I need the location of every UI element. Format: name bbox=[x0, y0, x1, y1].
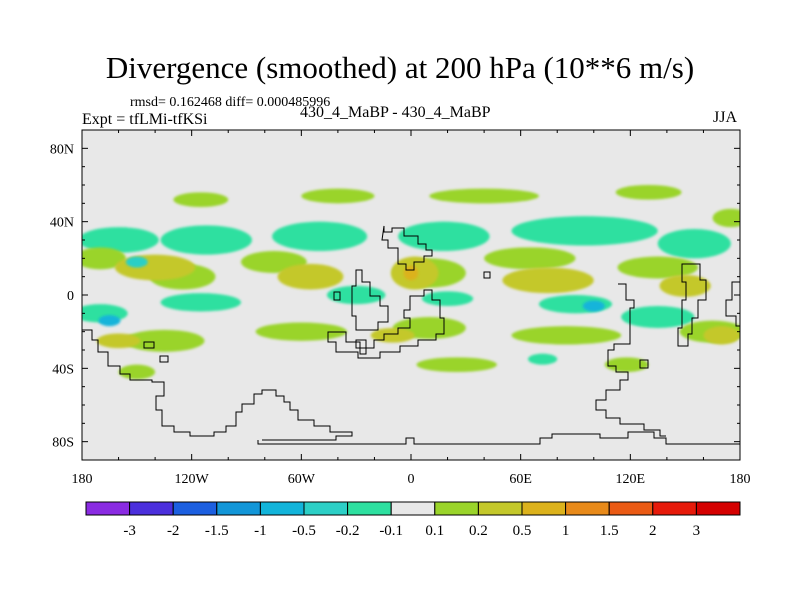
contour-cyan-equatorial-maritime bbox=[621, 306, 695, 328]
stats-line: rmsd= 0.162468 diff= 0.000485996 bbox=[130, 95, 331, 110]
contour-cyan-equatorial-africa bbox=[421, 291, 474, 306]
season-label: JJA bbox=[713, 109, 738, 126]
comparison-label: 430_4_MaBP - 430_4_MaBP bbox=[300, 104, 491, 121]
colorbar-swatch bbox=[129, 501, 174, 516]
colorbar-swatch bbox=[259, 501, 305, 516]
x-axis: 180 120W 60W 0 60E 120E 180 bbox=[72, 130, 751, 487]
contour-cyan-band-north-pacific-west bbox=[82, 227, 159, 253]
colorbar-label: 0.2 bbox=[469, 523, 488, 539]
contour-fields bbox=[82, 185, 740, 380]
colorbar-swatch bbox=[434, 501, 479, 516]
contour-green-far-south-b bbox=[416, 357, 497, 372]
contour-cyan-far-south bbox=[527, 353, 558, 365]
contour-orange-core-africa bbox=[403, 265, 419, 281]
colorbar-label: 3 bbox=[693, 523, 701, 539]
contour-green-band-20n-f bbox=[617, 256, 698, 279]
contour-yellow-olive-west-pacific bbox=[659, 274, 711, 297]
coastline-small-islands-b bbox=[143, 341, 155, 349]
contour-green-southern-d bbox=[511, 326, 622, 345]
coastline-small-islands-e bbox=[639, 359, 649, 369]
contour-green-band-55n-e bbox=[712, 208, 740, 228]
contour-yellow-olive-mid-atlantic bbox=[277, 263, 344, 290]
coastline-east-edge bbox=[725, 281, 740, 327]
contour-blue-core-north-pacific bbox=[125, 256, 148, 268]
contour-green-band-55n-c bbox=[429, 188, 539, 204]
contour-olive-southern-a bbox=[96, 333, 141, 349]
contour-olive-southern-b bbox=[370, 328, 415, 343]
contour-green-far-south-a bbox=[118, 364, 156, 380]
contour-blue-core-west-pacific bbox=[98, 315, 121, 327]
colorbar-swatch bbox=[216, 501, 261, 516]
x-tick-label: 120E bbox=[616, 472, 646, 487]
colorbar-label: 0.1 bbox=[425, 523, 444, 539]
colorbar: -3 -2 -1.5 -1 -0.5 -0.2 -0.1 0.1 0.2 0.5 1 1.5 2 3 bbox=[85, 501, 741, 539]
contour-yellow-olive-pacific-north bbox=[114, 254, 196, 281]
contour-cyan-equatorial-pacific bbox=[160, 293, 242, 312]
colorbar-swatch bbox=[695, 501, 741, 516]
coastline-south-america bbox=[327, 289, 445, 359]
colorbar-swatch bbox=[347, 501, 392, 516]
y-tick-label: 40N bbox=[50, 216, 74, 231]
colorbar-swatch bbox=[303, 501, 349, 516]
coastline-west-pacific-islands bbox=[82, 329, 353, 441]
y-tick-label: 80N bbox=[50, 142, 74, 157]
coastline-small-islands-a bbox=[159, 355, 169, 363]
contour-cyan-band-west-pacific bbox=[657, 229, 731, 259]
colorbar-swatch bbox=[608, 501, 654, 516]
colorbar-label: -1 bbox=[254, 523, 267, 539]
colorbar-swatch bbox=[477, 501, 523, 516]
coastline-africa-asia bbox=[595, 283, 666, 437]
coastlines bbox=[82, 225, 740, 445]
coastline-small-islands-d bbox=[483, 271, 491, 279]
x-tick-label: 180 bbox=[72, 472, 93, 487]
contour-blue-core-indian bbox=[582, 300, 605, 312]
x-tick-label: 60E bbox=[509, 472, 532, 487]
coastline-small-islands-f bbox=[355, 339, 367, 349]
experiment-label: Expt = tfLMi-tfKSi bbox=[82, 111, 208, 128]
contour-green-southern-b bbox=[255, 322, 348, 341]
contour-green-band-55n-d bbox=[615, 185, 682, 200]
coastline-antarctica bbox=[257, 431, 740, 445]
colorbar-swatch bbox=[172, 501, 218, 516]
colorbar-swatch bbox=[652, 501, 697, 516]
colorbar-swatch bbox=[390, 501, 436, 516]
y-tick-label: 0 bbox=[67, 289, 74, 304]
contour-green-band-20n-e bbox=[484, 247, 576, 270]
x-tick-label: 180 bbox=[730, 472, 751, 487]
x-tick-label: 120W bbox=[175, 472, 210, 487]
y-axis: 80N 40N 0 40S 80S bbox=[50, 142, 740, 451]
colorbar-label: 0.5 bbox=[513, 523, 532, 539]
coastline-north-america bbox=[381, 225, 433, 271]
colorbar-label: -0.5 bbox=[292, 523, 316, 539]
x-tick-label: 60W bbox=[288, 472, 316, 487]
coastline-central-america bbox=[351, 269, 389, 331]
coastline-small-islands-c bbox=[333, 291, 341, 301]
contour-cyan-band-north-pacific-east bbox=[160, 225, 252, 255]
colorbar-label: 1.5 bbox=[600, 523, 619, 539]
colorbar-label: 1 bbox=[562, 523, 570, 539]
colorbar-swatch bbox=[521, 501, 567, 516]
colorbar-label: -2 bbox=[167, 523, 180, 539]
x-tick-label: 0 bbox=[408, 472, 415, 487]
contour-cyan-equatorial-atlantic bbox=[326, 285, 386, 305]
contour-green-band-55n-b bbox=[301, 188, 375, 204]
contour-green-band-20n-a bbox=[82, 247, 126, 270]
colorbar-label: 2 bbox=[649, 523, 657, 539]
colorbar-label: -0.1 bbox=[379, 523, 403, 539]
colorbar-label: -3 bbox=[123, 523, 136, 539]
coastline-east-asia bbox=[677, 263, 707, 347]
contour-cyan-band-north-atlantic bbox=[272, 221, 368, 251]
contour-olive-southern-c bbox=[703, 326, 740, 345]
chart-title: Divergence (smoothed) at 200 hPa (10**6 … bbox=[105, 50, 695, 85]
colorbar-swatch bbox=[85, 501, 131, 516]
contour-yellow-olive-indian bbox=[502, 267, 594, 294]
y-tick-label: 80S bbox=[52, 436, 74, 451]
colorbar-label: -0.2 bbox=[336, 523, 360, 539]
contour-green-band-55n-a bbox=[173, 192, 229, 208]
colorbar-label: -1.5 bbox=[205, 523, 229, 539]
colorbar-swatch bbox=[565, 501, 610, 516]
contour-cyan-band-asia bbox=[511, 216, 658, 246]
y-tick-label: 40S bbox=[52, 362, 74, 377]
